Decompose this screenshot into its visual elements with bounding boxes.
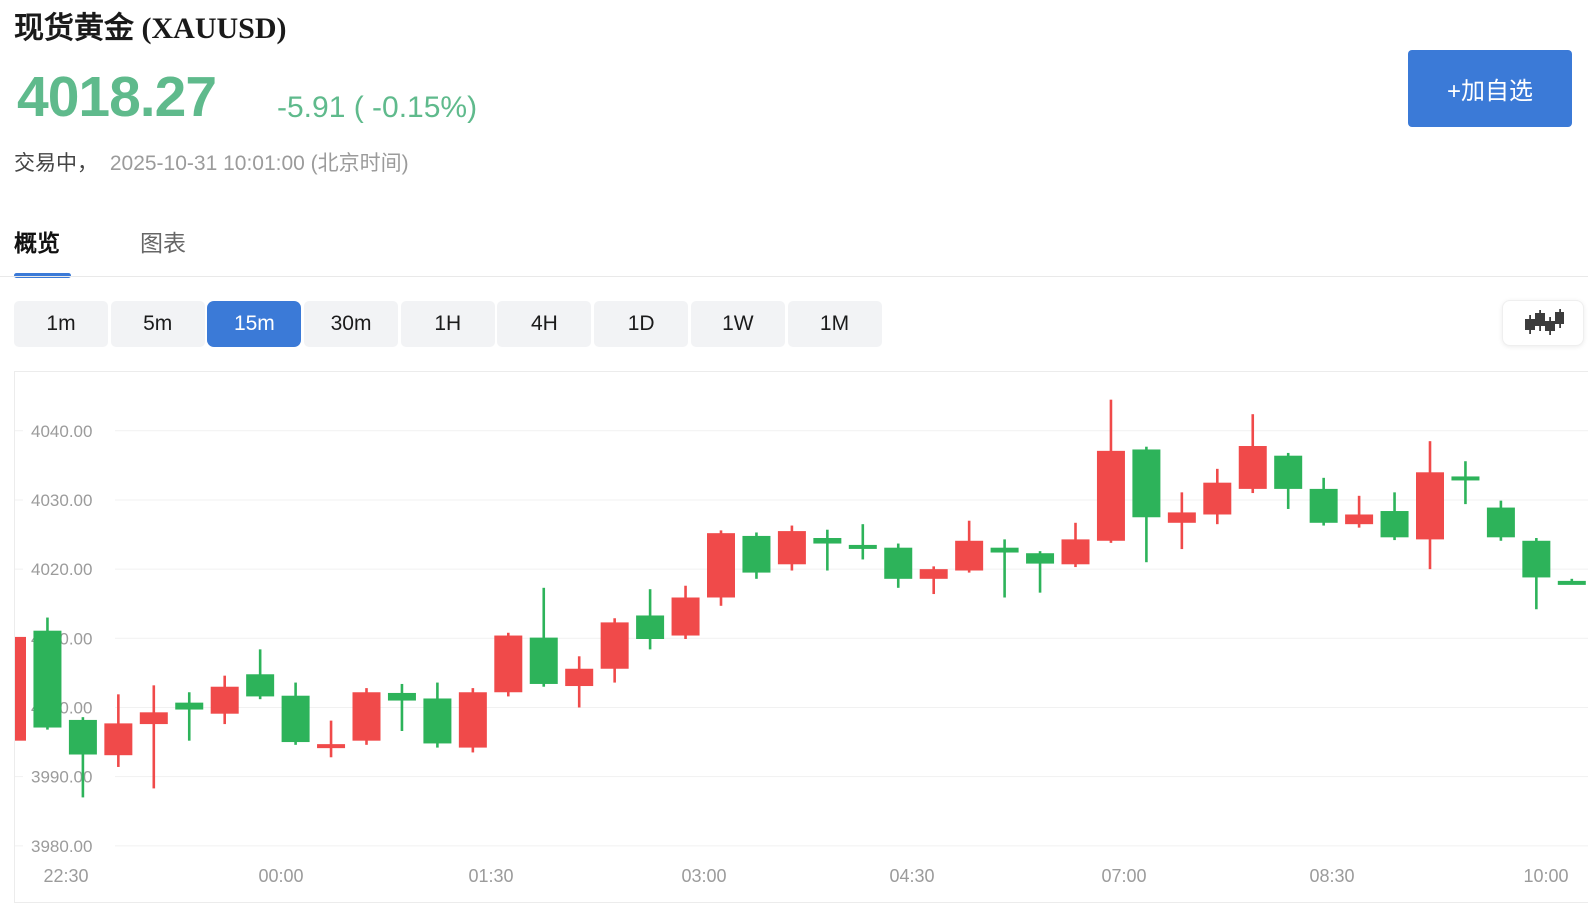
quote-timestamp: 2025-10-31 10:01:00 (北京时间) xyxy=(109,152,409,175)
svg-text:4030.00: 4030.00 xyxy=(31,491,92,510)
timeframe-bar: 1m 5m 15m 30m 1H 4H 1D 1W 1M xyxy=(14,301,882,347)
trading-status-label: 交易中， xyxy=(14,152,98,175)
svg-text:4020.00: 4020.00 xyxy=(31,560,92,579)
timeframe-5m[interactable]: 5m xyxy=(110,301,205,347)
svg-text:4040.00: 4040.00 xyxy=(31,422,92,441)
svg-text:3990.00: 3990.00 xyxy=(31,768,92,787)
timeframe-1m-month[interactable]: 1M xyxy=(787,301,882,347)
last-price: 4018.27 xyxy=(17,65,217,129)
tab-divider xyxy=(0,276,1588,277)
candlestick-chart[interactable]: 4040.00 4030.00 4020.00 4010.00 4000.00 3990.… xyxy=(14,371,1588,903)
tab-chart[interactable]: 图表 xyxy=(140,230,186,256)
svg-text:10:00: 10:00 xyxy=(1523,866,1568,886)
svg-text:04:30: 04:30 xyxy=(889,866,934,886)
svg-text:22:30: 22:30 xyxy=(43,866,88,886)
timeframe-1d[interactable]: 1D xyxy=(594,301,689,347)
trading-status: 交易中， 2025-10-31 10:01:00 (北京时间) xyxy=(14,147,409,177)
candlestick-icon xyxy=(1525,309,1564,335)
add-watchlist-button[interactable]: +加自选 xyxy=(1408,50,1572,127)
page-title: 现货黄金 (XAUUSD) xyxy=(14,12,287,45)
svg-text:3980.00: 3980.00 xyxy=(31,837,92,856)
tab-overview[interactable]: 概览 xyxy=(14,230,60,256)
timeframe-4h[interactable]: 4H xyxy=(497,301,592,347)
svg-text:07:00: 07:00 xyxy=(1101,866,1146,886)
timeframe-1w[interactable]: 1W xyxy=(690,301,785,347)
timeframe-15m[interactable]: 15m xyxy=(207,301,302,347)
timeframe-1h[interactable]: 1H xyxy=(400,301,495,347)
svg-text:00:00: 00:00 xyxy=(258,866,303,886)
timeframe-30m[interactable]: 30m xyxy=(304,301,399,347)
tab-bar: 概览 图表 xyxy=(0,220,1588,278)
timeframe-1m[interactable]: 1m xyxy=(14,301,108,347)
candlestick-chart-canvas: 4040.004030.004020.004010.004000.003990.… xyxy=(15,399,1588,886)
active-tab-indicator xyxy=(14,273,71,278)
svg-text:01:30: 01:30 xyxy=(468,866,513,886)
svg-text:03:00: 03:00 xyxy=(681,866,726,886)
svg-text:08:30: 08:30 xyxy=(1309,866,1354,886)
price-change: -5.91 ( -0.15%) xyxy=(277,91,478,124)
chart-type-button[interactable] xyxy=(1502,300,1584,346)
